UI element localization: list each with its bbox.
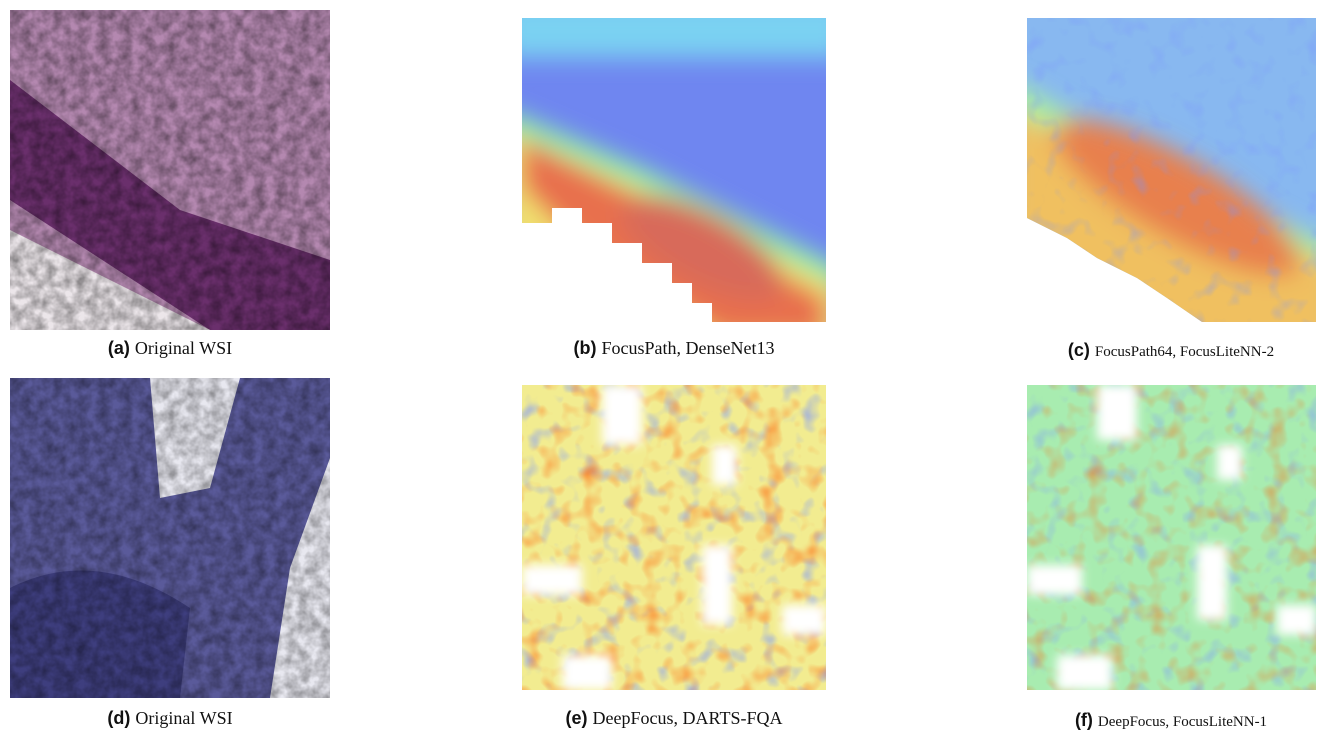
panel-label: (a) (108, 338, 130, 358)
wsi-image (10, 10, 330, 330)
caption: (c) FocusPath64, FocusLiteNN-2 (1068, 340, 1274, 361)
heatmap (522, 385, 826, 690)
panel-label: (e) (566, 708, 588, 728)
caption: (b)FocusPath, DenseNet13 (574, 338, 775, 359)
heatmap (522, 18, 826, 322)
caption: (a)Original WSI (108, 338, 232, 359)
caption-text: FocusPath64, FocusLiteNN-2 (1095, 344, 1274, 360)
caption: (f) DeepFocus, FocusLiteNN-1 (1075, 710, 1267, 731)
panel-label: (b) (574, 338, 597, 358)
caption-text: Original WSI (135, 338, 232, 358)
panel-label: (f) (1075, 710, 1093, 730)
caption-text: FocusPath, DenseNet13 (602, 338, 775, 358)
figure: (a)Original WSI (b)FocusPath, DenseNet13 (0, 0, 1317, 739)
caption-text: Original WSI (135, 708, 232, 728)
heatmap (1027, 18, 1316, 322)
caption: (e)DeepFocus, DARTS-FQA (566, 708, 783, 729)
heatmap (1027, 385, 1316, 690)
wsi-image (10, 378, 330, 698)
caption: (d)Original WSI (107, 708, 232, 729)
panel-label: (d) (107, 708, 130, 728)
caption-text: DeepFocus, FocusLiteNN-1 (1098, 714, 1267, 730)
caption-text: DeepFocus, DARTS-FQA (593, 708, 783, 728)
panel-label: (c) (1068, 340, 1090, 360)
